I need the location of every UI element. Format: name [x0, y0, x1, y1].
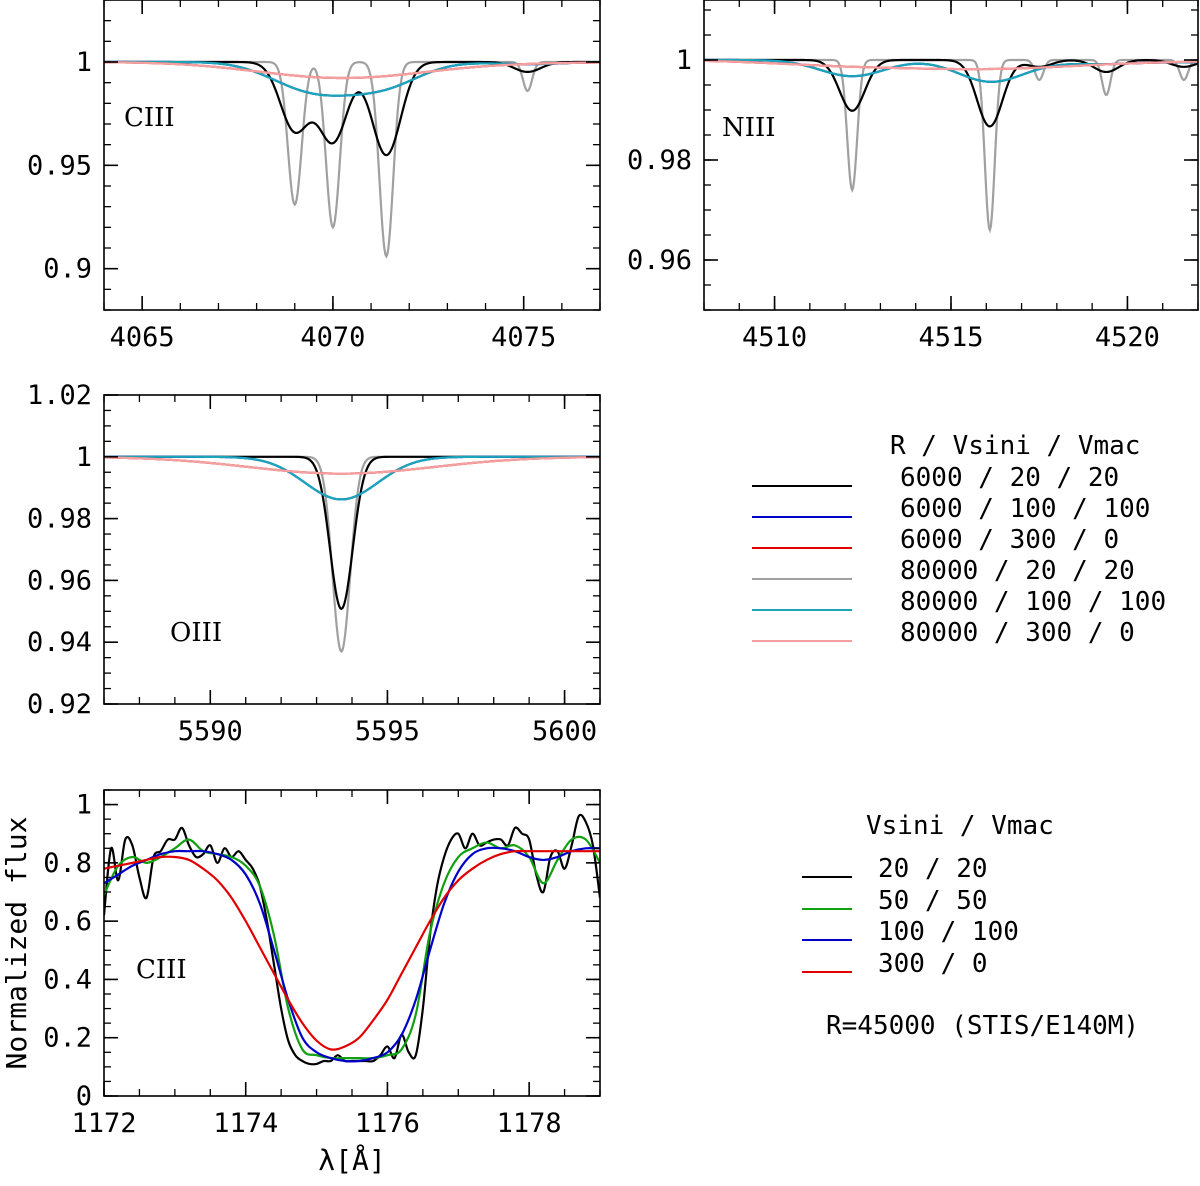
x-tick-label: 1174: [213, 1108, 278, 1139]
ion-label: CIII: [136, 955, 187, 985]
x-tick-label: 4510: [742, 322, 807, 353]
x-axis-title: λ[Å]: [318, 1143, 385, 1177]
ion-label: CIII: [124, 103, 175, 133]
plot-area: [704, 58, 1198, 234]
y-tick-label: 0: [76, 1081, 92, 1112]
y-tick-label: 1.02: [27, 380, 92, 411]
y-tick-label: 0.95: [27, 150, 92, 181]
legend-top-entry: 6000 / 20 / 20: [752, 463, 1119, 493]
series-line-6000-100-100: [104, 455, 600, 501]
legend-top-label-0: 6000 / 20 / 20: [900, 463, 1119, 493]
series-line-80000-300-0: [104, 61, 600, 80]
x-tick-label: 5600: [532, 716, 597, 747]
y-tick-label: 0.8: [43, 848, 92, 879]
plot-area: [104, 60, 600, 259]
legend-top-label-2: 6000 / 300 / 0: [900, 525, 1119, 555]
series-line-6000-20-20: [704, 58, 1198, 128]
x-tick-label: 5590: [178, 716, 243, 747]
panel-ciii-4070: 4065 4070 4075 0.9 0.95 1 CIII: [27, 0, 601, 353]
legend-bottom-label-2: 100 / 100: [878, 917, 1019, 947]
series-line-6000-20-20: [104, 60, 600, 157]
series-line-300-0: [104, 849, 600, 1051]
legend-top-label-5: 80000 / 300 / 0: [900, 618, 1135, 648]
y-tick-label: 1: [76, 47, 92, 78]
legend-top-entry: 80000 / 100 / 100: [752, 587, 1166, 617]
y-tick-label: 0.2: [43, 1023, 92, 1054]
ion-label: NIII: [722, 113, 776, 143]
y-tick-label: 0.98: [627, 145, 692, 176]
legend-bottom-entry: 300 / 0: [802, 949, 988, 979]
legend-bottom: Vsini / Vmac 20 / 20 50 / 50 100 / 100 3…: [802, 811, 1139, 1041]
y-tick-label: 0.96: [627, 245, 692, 276]
legend-top-label-3: 80000 / 20 / 20: [900, 556, 1135, 586]
y-tick-label: 0.6: [43, 906, 92, 937]
y-tick-label: 1: [676, 45, 692, 76]
plot-area: [104, 455, 600, 654]
plot-area: [104, 813, 600, 1066]
y-tick-label: 1: [76, 790, 92, 821]
legend-bottom-label-3: 300 / 0: [878, 949, 988, 979]
legend-bottom-label-1: 50 / 50: [878, 886, 988, 916]
legend-bottom-entry: 100 / 100: [802, 917, 1019, 947]
x-tick-label: 1176: [355, 1108, 420, 1139]
series-line-80000-100-100: [104, 455, 600, 501]
series-line-80000-20-20: [704, 58, 1198, 234]
ion-label: OIII: [170, 618, 222, 648]
y-tick-label: 0.94: [27, 627, 92, 658]
legend-top-label-1: 6000 / 100 / 100: [900, 494, 1150, 524]
legend-bottom-entry: 20 / 20: [802, 854, 988, 884]
y-tick-label: 0.96: [27, 565, 92, 596]
series-line-80000-300-0: [104, 456, 600, 475]
y-tick-label: 1: [76, 442, 92, 473]
legend-bottom-label-0: 20 / 20: [878, 854, 988, 884]
x-tick-label: 4070: [300, 322, 365, 353]
x-tick-label: 4520: [1095, 322, 1160, 353]
legend-top-header: R / Vsini / Vmac: [890, 431, 1140, 461]
series-line-6000-20-20: [104, 455, 600, 611]
series-line-80000-300-0: [704, 59, 1198, 71]
y-tick-label: 0.4: [43, 964, 92, 995]
series-line-80000-20-20: [104, 60, 600, 259]
legend-top-entry: 80000 / 300 / 0: [752, 618, 1135, 648]
legend-top-entry: 80000 / 20 / 20: [752, 556, 1135, 586]
legend-top-entry: 6000 / 100 / 100: [752, 494, 1150, 524]
panel-oiii-5592: 5590 5595 5600 0.92 0.94 0.96 0.98 1 1.02 OIII: [27, 380, 601, 747]
y-tick-label: 0.98: [27, 504, 92, 535]
x-tick-label: 4075: [491, 322, 556, 353]
axes-frame: [103, 0, 601, 311]
y-tick-label: 0.92: [27, 689, 92, 720]
x-tick-label: 4065: [110, 322, 175, 353]
panel-ciii-1175: 1172 1174 1176 1178 0 0.2 0.4 0.6 0.8 1 CIII λ[Å] No…: [0, 789, 601, 1177]
legend-bottom-entry: 50 / 50: [802, 886, 988, 916]
legend-bottom-header: Vsini / Vmac: [866, 811, 1054, 841]
y-axis-title: Normalized flux: [0, 817, 33, 1070]
axes-frame: [703, 0, 1199, 311]
legend-top-entry: 6000 / 300 / 0: [752, 525, 1119, 555]
x-tick-label: 1178: [497, 1108, 562, 1139]
series-line-50-50: [104, 835, 600, 1060]
legend-top: R / Vsini / Vmac 6000 / 20 / 20 6000 / 1…: [752, 431, 1166, 648]
x-tick-label: 1172: [71, 1108, 136, 1139]
panel-niii-4515: 4510 4515 4520 0.96 0.98 1 NIII: [627, 0, 1199, 353]
legend-top-label-4: 80000 / 100 / 100: [900, 587, 1166, 617]
legend-bottom-note: R=45000 (STIS/E140M): [826, 1011, 1139, 1041]
x-tick-label: 5595: [355, 716, 420, 747]
x-tick-label: 4515: [918, 322, 983, 353]
y-tick-label: 0.9: [43, 254, 92, 285]
